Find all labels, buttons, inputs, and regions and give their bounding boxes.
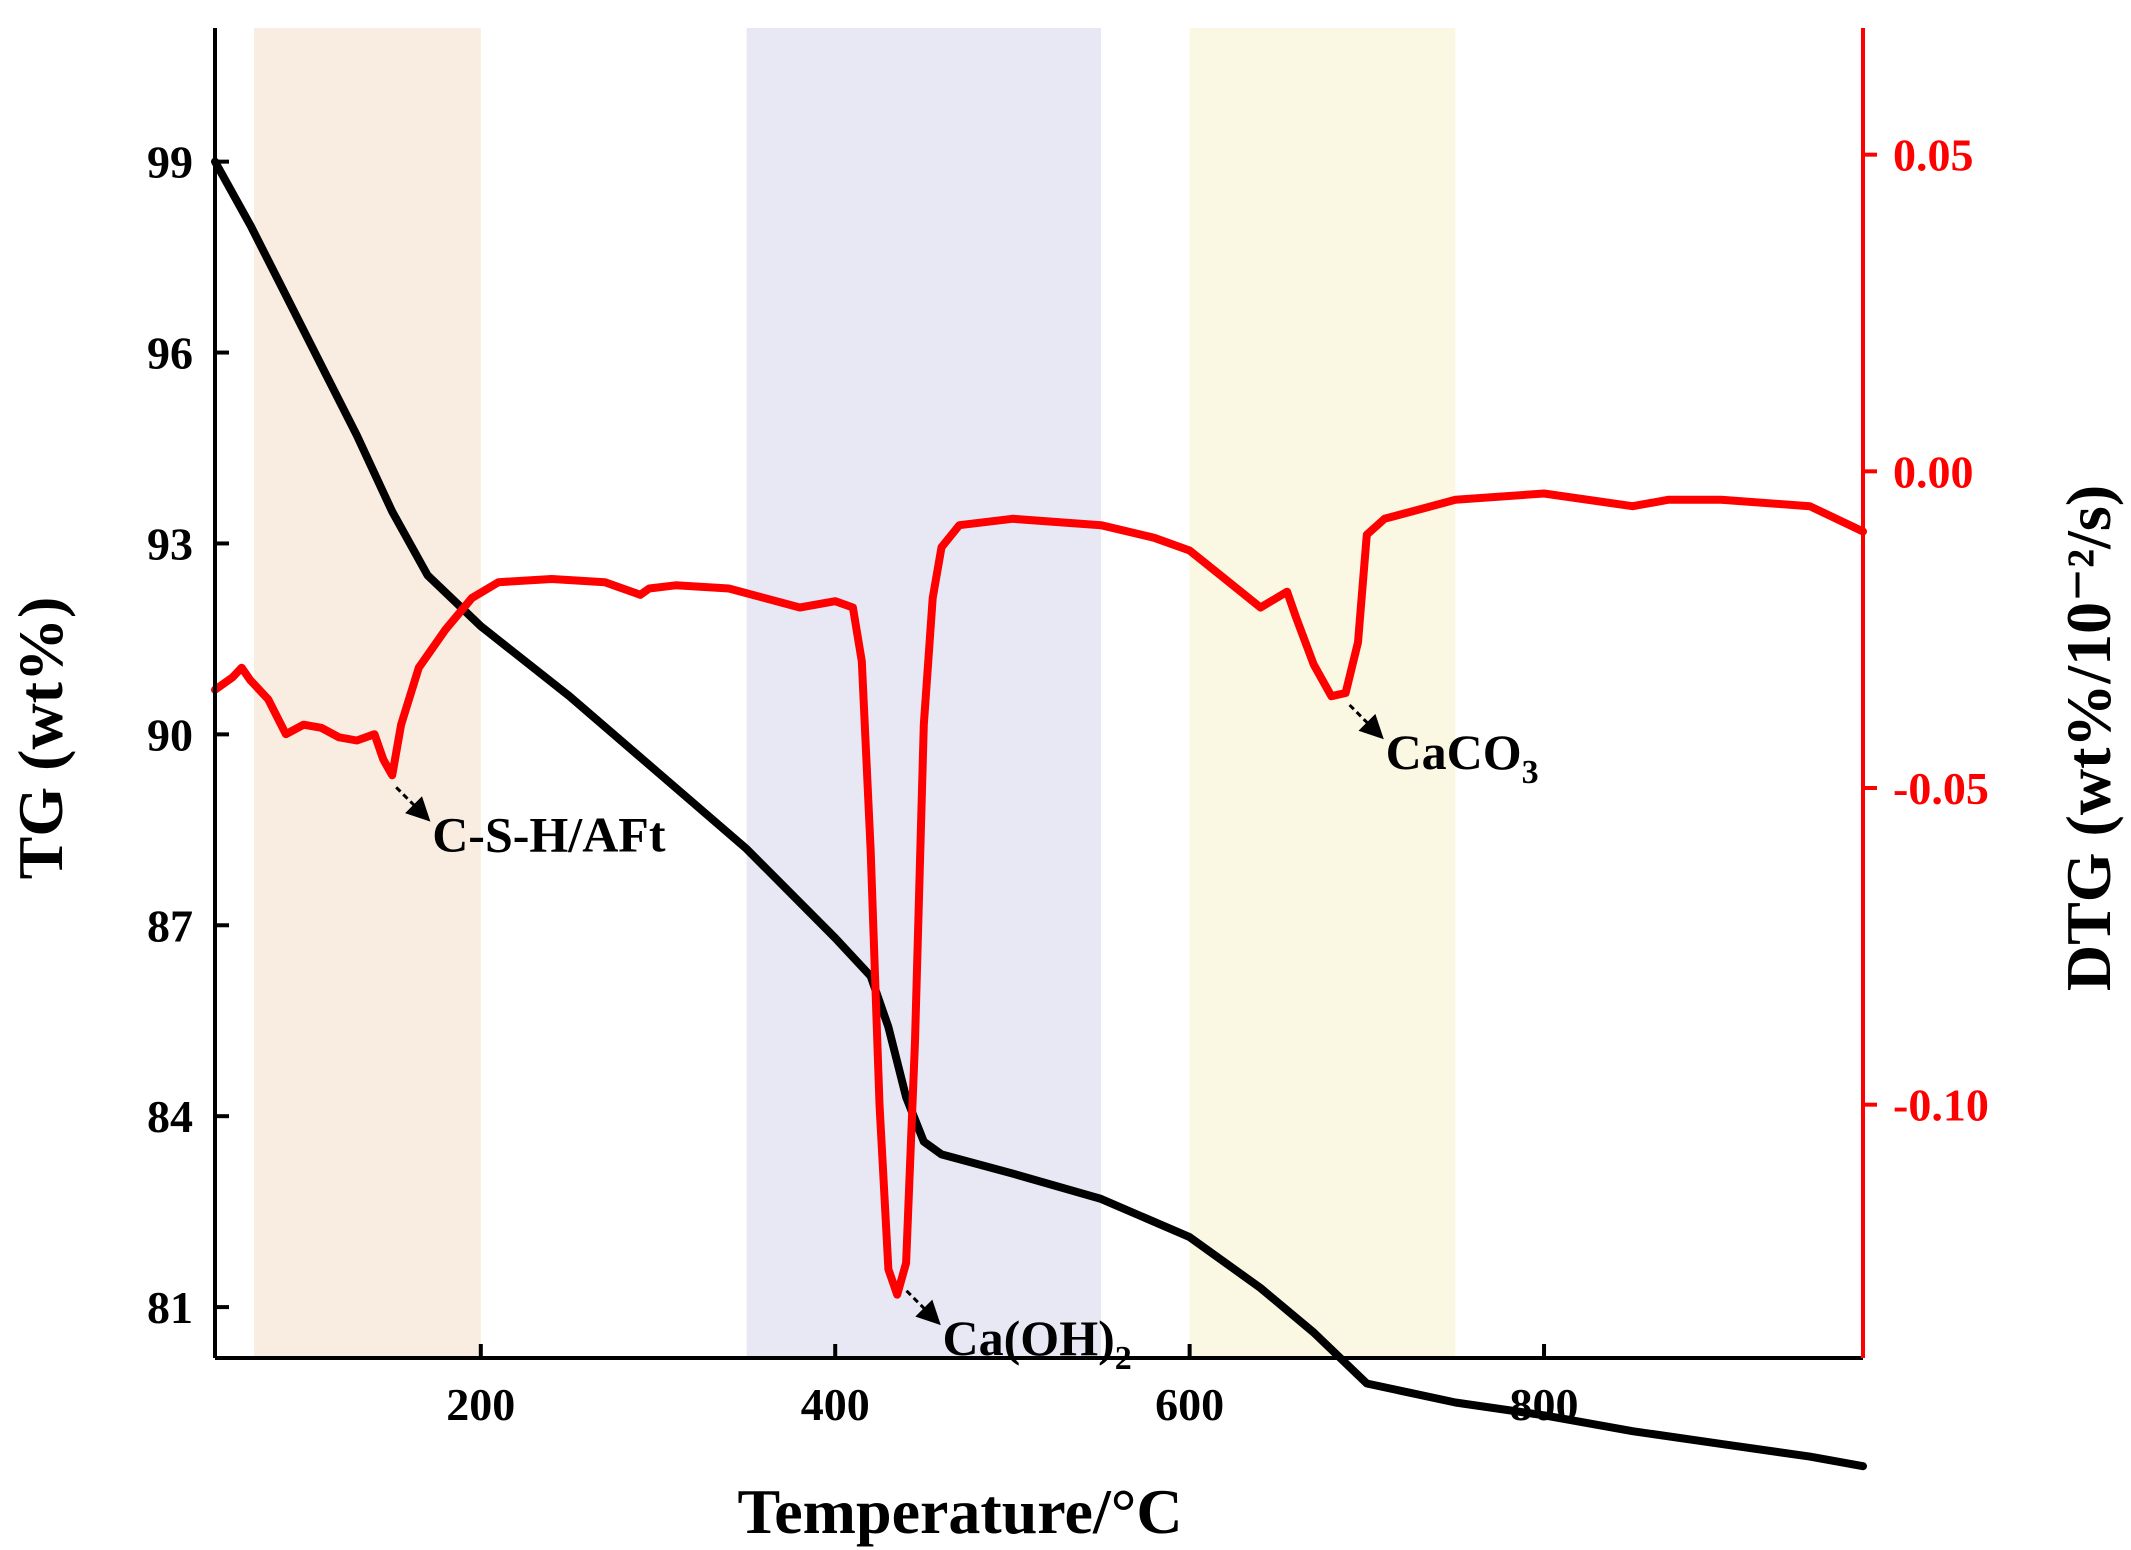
annotation-label-1: C-S-H/AFt	[432, 806, 666, 862]
x-tick-label: 800	[1510, 1379, 1579, 1430]
y-right-tick-label: -0.10	[1893, 1080, 1989, 1131]
tg-series-layer	[211, 157, 1867, 1471]
y-left-tick-label: 87	[147, 900, 193, 951]
y-right-axis-title: DTG (wt%/10⁻²/s)	[2053, 485, 2124, 991]
axes-layer	[213, 28, 1865, 1360]
annotation-label-2: Ca(OH)2	[943, 1310, 1132, 1377]
annotation-arrow-3	[1348, 703, 1384, 740]
dtg-line	[211, 489, 1867, 1299]
y-left-tick-label: 90	[147, 709, 193, 760]
x-tick-label: 400	[801, 1379, 870, 1430]
y-left-tick-label: 84	[147, 1091, 193, 1142]
shaded-region-3	[1189, 28, 1456, 1358]
shaded-region-1	[253, 28, 481, 1358]
annotations-layer: C-S-H/AFt Ca(OH)2 CaCO3	[395, 703, 1539, 1377]
ticks-layer: 200 400 600 800 99 96 93 90 87 84 81 0.05 0.00 -0.05 -…	[147, 130, 1989, 1430]
y-left-axis-title: TG (wt%)	[5, 597, 76, 880]
y-left-tick-label: 93	[147, 518, 193, 569]
annotation-label-3: CaCO3	[1386, 724, 1539, 791]
y-left-tick-label: 81	[147, 1282, 193, 1333]
annotation-arrow-2	[905, 1289, 941, 1326]
x-axis-title: Temperature/°C	[737, 1476, 1182, 1547]
y-left-tick-label: 99	[147, 137, 193, 188]
annotation-arrow-1	[395, 786, 431, 822]
y-right-tick-label: 0.05	[1893, 130, 1974, 181]
annotation-subscript-3: 3	[1522, 754, 1539, 791]
y-left-tick-label: 96	[147, 328, 193, 379]
annotation-subscript-2: 2	[1115, 1340, 1132, 1377]
dtg-series-layer	[211, 489, 1867, 1299]
x-tick-label: 600	[1155, 1379, 1224, 1430]
y-right-tick-label: -0.05	[1893, 763, 1989, 814]
tg-line	[211, 157, 1867, 1471]
x-tick-label: 200	[446, 1379, 515, 1430]
shaded-regions	[253, 28, 1456, 1358]
y-right-tick-label: 0.00	[1893, 446, 1974, 497]
